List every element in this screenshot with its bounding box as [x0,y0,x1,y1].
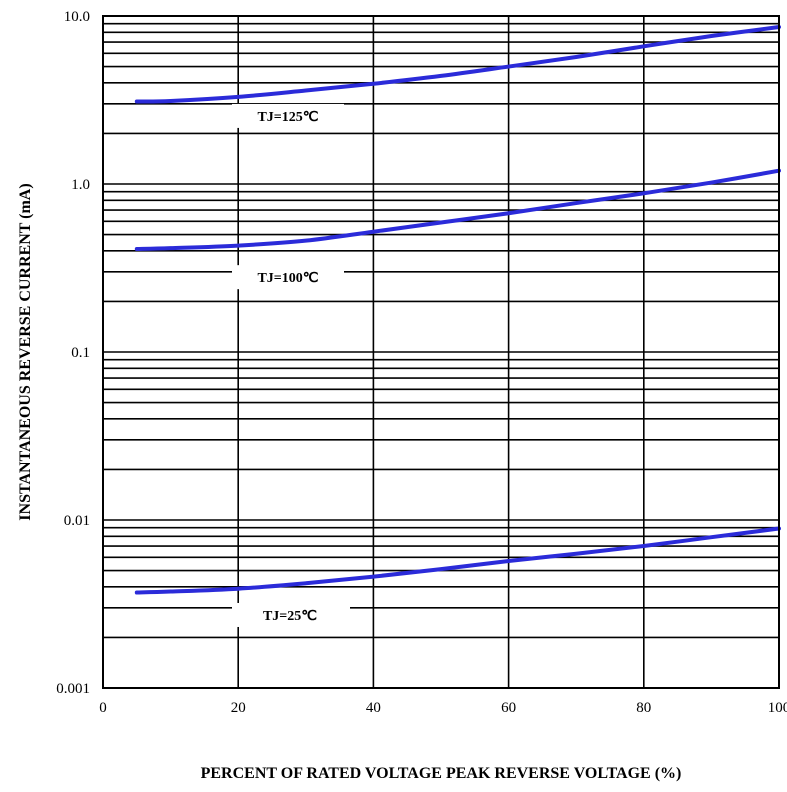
plot-frame [102,15,780,689]
series-label-1: TJ=125℃ [257,110,318,125]
x-tick-label: 80 [636,700,651,716]
x-tick-label: 20 [231,700,246,716]
series-labels: TJ=125℃ TJ=100℃ TJ=25℃ [232,103,350,627]
x-tick-label: 40 [366,700,381,716]
x-tick-label: 100 [768,700,787,716]
series-line-1 [134,25,781,104]
series-label-background [232,602,350,627]
series-lines [134,25,781,595]
grid [103,16,779,688]
series-label-2: TJ=100℃ [257,271,318,286]
x-tick-labels: 0 20 40 60 80 100 [99,700,787,716]
x-tick-label: 60 [501,700,516,716]
series-line-3 [134,526,781,595]
x-tick-label: 0 [99,700,107,716]
series-label-background [232,265,344,290]
y-tick-label: 0.01 [64,513,90,529]
y-tick-label: 1.0 [71,177,90,193]
x-axis-title: PERCENT OF RATED VOLTAGE PEAK REVERSE VO… [201,765,682,782]
y-tick-label: 0.1 [71,345,90,361]
y-tick-label: 10.0 [64,9,90,25]
y-axis-title: INSTANTANEOUS REVERSE CURRENT (mA) [17,183,34,520]
series-label-background [232,103,344,128]
series-label-3: TJ=25℃ [263,609,317,624]
series-line-2 [134,168,781,252]
y-tick-labels: 0.001 0.01 0.1 1.0 10.0 [56,9,90,697]
y-tick-label: 0.001 [56,681,90,697]
